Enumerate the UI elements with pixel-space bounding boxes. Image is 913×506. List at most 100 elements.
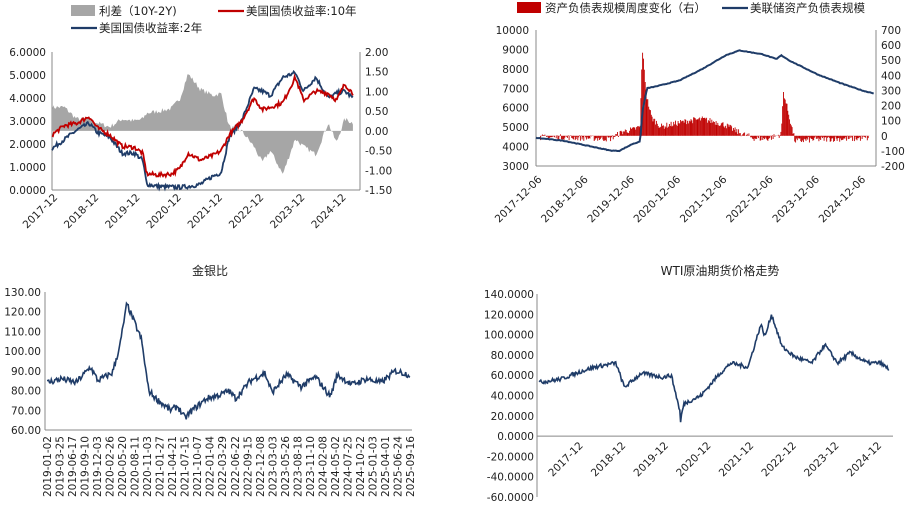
x-tick-label: 2019-03-25	[55, 436, 67, 497]
x-tick-label: 2020-08-11	[130, 436, 142, 497]
x-tick-label: 2024-07-25	[342, 436, 354, 497]
x-tick-label: 2022-06-22	[230, 436, 242, 497]
y-left-tick-label: 3.0000	[9, 116, 46, 128]
x-tick-label: 2025-04-01	[380, 436, 392, 497]
x-tick-label: 2020-05-20	[117, 436, 129, 497]
y-right-tick-label: 300	[881, 85, 901, 97]
x-tick-label: 2024-12-06	[817, 173, 869, 225]
y-tick-label: 60.00	[11, 425, 41, 437]
y-tick-label: 60.0000	[491, 370, 534, 382]
y-left-tick-label: 6000	[502, 103, 529, 115]
y-right-tick-label: -1.50	[365, 185, 392, 197]
x-tick-label: 2020-12-06	[632, 173, 684, 225]
y-right-tick-label: 400	[881, 70, 901, 82]
x-tick-label: 2024-12	[309, 192, 349, 232]
x-tick-label: 2022-12	[227, 192, 267, 232]
y-tick-label: 110.00	[4, 326, 41, 338]
y-left-tick-label: 10000	[496, 25, 529, 37]
y-left-tick-label: 3000	[502, 161, 529, 173]
y-right-tick-label: -100	[881, 146, 905, 158]
x-tick-label: 2022-12-06	[724, 173, 776, 225]
x-tick-label: 2022-12	[759, 440, 799, 480]
x-tick-label: 2019-12	[632, 440, 672, 480]
y-right-tick-label: 0.50	[365, 106, 388, 118]
y-right-tick-label: 2.00	[365, 47, 388, 59]
y-left-tick-label: 2.0000	[9, 139, 46, 151]
y-left-tick-label: 9000	[502, 44, 529, 56]
spread-area	[52, 74, 353, 174]
x-tick-label: 2022-03-29	[217, 436, 229, 497]
series-2y-line	[51, 69, 354, 192]
x-tick-label: 2018-12	[62, 192, 102, 232]
wti-price-line	[538, 314, 890, 423]
x-tick-label: 2022-09-15	[242, 436, 254, 497]
x-tick-label: 2025-01-03	[367, 436, 379, 497]
y-right-tick-label: -1.00	[365, 165, 392, 177]
x-tick-label: 2021-12	[186, 192, 226, 232]
x-tick-label: 2017-12	[21, 192, 61, 232]
x-tick-label: 2018-12	[589, 440, 629, 480]
series-10y-line	[51, 73, 354, 179]
y-left-tick-label: 8000	[502, 64, 529, 76]
balance-sheet-line	[535, 49, 874, 153]
x-tick-label: 2021-10-07	[192, 436, 204, 497]
x-tick-label: 2023-05-26	[280, 436, 292, 497]
x-tick-label: 2020-12	[674, 440, 714, 480]
x-tick-label: 2021-01-27	[155, 436, 167, 497]
legend-label-balance-sheet: 美联储资产负债表规模	[750, 1, 865, 15]
legend-swatch-spread	[71, 5, 95, 16]
x-tick-label: 2025-09-16	[405, 436, 417, 497]
x-tick-label: 2023-12	[802, 440, 842, 480]
x-tick-label: 2024-12	[845, 440, 885, 480]
x-tick-label: 2020-02-26	[105, 436, 117, 497]
x-tick-label: 2021-04-21	[167, 436, 179, 497]
legend-label-spread: 利差（10Y-2Y)	[99, 4, 177, 18]
y-tick-label: 90.00	[11, 366, 41, 378]
y-right-tick-label: 200	[881, 101, 901, 113]
y-tick-label: 40.0000	[491, 391, 534, 403]
y-right-tick-label: 1.00	[365, 86, 388, 98]
x-tick-label: 2025-06-24	[392, 436, 404, 497]
y-right-tick-label: 600	[881, 40, 901, 52]
x-tick-label: 2019-01-02	[42, 436, 54, 497]
chart-title: 金银比	[192, 263, 228, 278]
y-left-tick-label: 1.0000	[9, 162, 46, 174]
x-tick-label: 2021-12	[717, 440, 757, 480]
y-left-tick-label: 7000	[502, 83, 529, 95]
x-tick-label: 2021-07-15	[180, 436, 192, 497]
y-left-tick-label: 5.0000	[9, 70, 46, 82]
x-tick-label: 2020-12	[144, 192, 184, 232]
y-right-tick-label: -200	[881, 161, 905, 173]
y-tick-label: -60.0000	[487, 492, 534, 504]
x-tick-label: 2023-08-18	[292, 436, 304, 497]
x-tick-label: 2019-12-06	[585, 173, 637, 225]
x-tick-label: 2019-06-17	[67, 436, 79, 497]
x-tick-label: 2019-12-03	[92, 436, 104, 497]
y-tick-label: 120.0000	[484, 309, 534, 321]
y-right-tick-label: 1.50	[365, 67, 388, 79]
y-tick-label: 70.00	[11, 405, 41, 417]
legend-label-2y: 美国国债收益率:2年	[99, 21, 202, 35]
y-right-tick-label: 0.00	[365, 126, 388, 138]
y-right-tick-label: 700	[881, 25, 901, 37]
x-tick-label: 2024-02-08	[317, 436, 329, 497]
y-tick-label: 100.00	[4, 346, 41, 358]
y-tick-label: 20.0000	[491, 411, 534, 423]
y-right-tick-label: 100	[881, 116, 901, 128]
y-tick-label: 0.0000	[497, 431, 534, 443]
x-tick-label: 2020-11-03	[142, 436, 154, 497]
x-tick-label: 2023-11-10	[305, 436, 317, 497]
y-left-tick-label: 5000	[502, 122, 529, 134]
x-tick-label: 2017-12-06	[493, 173, 545, 225]
y-tick-label: -40.0000	[487, 472, 534, 484]
y-left-tick-label: 4.0000	[9, 93, 46, 105]
x-tick-label: 2019-09-10	[80, 436, 92, 497]
y-left-tick-label: 0.0000	[9, 185, 46, 197]
legend-swatch-weekly-change	[517, 2, 541, 13]
x-tick-label: 2017-12	[546, 440, 586, 480]
x-tick-label: 2018-12-06	[539, 173, 591, 225]
x-tick-label: 2022-12-08	[255, 436, 267, 497]
x-tick-label: 2023-12-06	[770, 173, 822, 225]
x-tick-label: 2023-03-03	[267, 436, 279, 497]
